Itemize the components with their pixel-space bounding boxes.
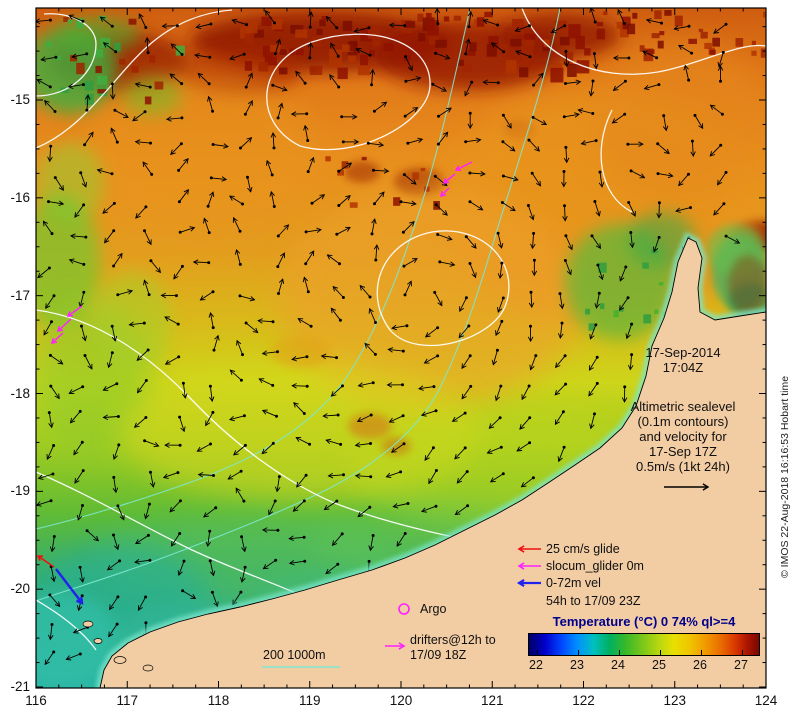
ocean-instrument-tracks (36, 161, 473, 605)
colorbar-title: Temperature (°C) 0 74% ql>=4 (552, 614, 736, 629)
colorbar-tick-label: 25 (652, 658, 666, 672)
x-tick-label: 118 (207, 693, 230, 708)
argo-label: Argo (420, 602, 447, 616)
colorbar-tick-label: 24 (611, 658, 625, 672)
colorbar-tick-label: 22 (529, 658, 543, 672)
sealevel-contours (36, 8, 766, 651)
y-tick-label: -19 (10, 483, 30, 499)
colorbar-tick (578, 650, 579, 655)
y-tick-label: -17 (10, 287, 30, 303)
legend-markers (262, 483, 710, 668)
x-tick-label: 123 (663, 693, 687, 708)
colorbar-tick-label: 26 (693, 658, 707, 672)
velocity-arrow-field (36, 8, 741, 666)
timestamp-time: 17:04Z (662, 360, 704, 375)
x-tick-label: 120 (389, 693, 413, 708)
colorbar-tick (537, 650, 538, 655)
colorbar-tick (701, 650, 702, 655)
x-tick-label: 121 (480, 693, 504, 708)
land-coastline (82, 231, 767, 689)
x-tick-label: 119 (298, 693, 321, 708)
x-tick-label: 122 (572, 693, 595, 708)
bathymetry-contours (36, 8, 561, 602)
bathymetry-legend-label: 200 1000m (263, 648, 326, 662)
y-tick-label: -21 (10, 679, 30, 694)
colorbar-tick-label: 23 (570, 658, 584, 672)
axes-frame (35, 7, 767, 689)
x-tick-label: 116 (25, 693, 47, 708)
copyright-text: © IMOS 22-Aug-2018 16:16:53 Hobart time (779, 375, 791, 578)
x-tick-label: 124 (754, 693, 778, 708)
info-line-2: (0.1m contours) (637, 414, 729, 429)
info-line-1: Altimetric sealevel (630, 399, 736, 414)
drifters-label-line1: drifters@12h to (410, 633, 496, 647)
timestamp-date: 17-Sep-2014 (645, 345, 721, 360)
info-line-3: and velocity for (639, 429, 727, 444)
info-line-4: 17-Sep 17Z (649, 444, 717, 459)
timestamp: 17-Sep-2014 17:04Z (613, 345, 753, 375)
drifters-label-line2: 17/09 18Z (410, 648, 467, 662)
colorbar-tick (742, 650, 743, 655)
y-tick-label: -18 (10, 385, 30, 401)
temperature-colorbar: Temperature (°C) 0 74% ql>=4 22 23 24 25 26 2… (528, 614, 760, 674)
sst-speckle-texture (46, 10, 766, 331)
legend-glide-label: 25 cm/s glide (546, 542, 620, 556)
legend-slocum-label: slocum_glider 0m (546, 559, 644, 573)
info-line-5: 0.5m/s (1kt 24h) (636, 459, 730, 474)
colorbar-tick (619, 650, 620, 655)
legend-note: 54h to 17/09 23Z (546, 594, 641, 608)
legend-vel-label: 0-72m vel (546, 576, 601, 590)
colorbar-tick-labels: 22 23 24 25 26 27 (528, 658, 760, 674)
colorbar-gradient (528, 633, 760, 656)
colorbar-tick (660, 650, 661, 655)
y-tick-label: -15 (10, 92, 30, 107)
x-tick-label: 117 (116, 693, 139, 708)
y-tick-label: -20 (10, 581, 30, 597)
altimetric-info-block: Altimetric sealevel (0.1m contours) and … (608, 399, 758, 474)
colorbar-tick-label: 27 (734, 658, 748, 672)
y-tick-label: -16 (10, 189, 30, 205)
